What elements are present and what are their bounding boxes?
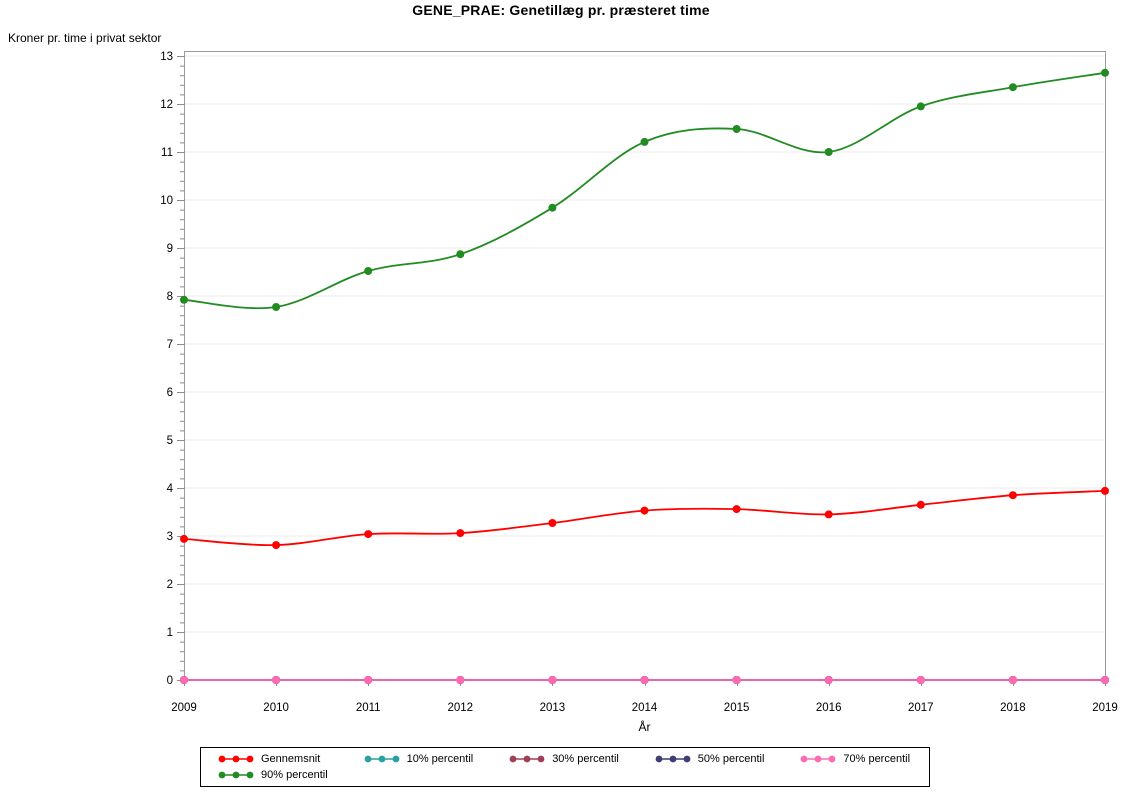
x-tick-label: 2012 bbox=[448, 702, 474, 714]
series-marker-90-percentil bbox=[1008, 83, 1017, 92]
series-marker-70-percentil bbox=[180, 676, 188, 684]
y-tick-label: 6 bbox=[167, 387, 173, 399]
y-tick-label: 9 bbox=[167, 243, 173, 255]
series-marker-70-percentil bbox=[456, 676, 465, 684]
legend-item-gennemsnit: Gennemsnit bbox=[201, 753, 347, 765]
legend-label: 30% percentil bbox=[552, 752, 619, 765]
series-marker-90-percentil bbox=[180, 295, 188, 304]
series-marker-gennemsnit bbox=[364, 530, 373, 539]
legend-item-30-percentil: 30% percentil bbox=[492, 753, 638, 765]
legend-marker-icon bbox=[800, 755, 836, 763]
chart-title: GENE_PRAE: Genetillæg pr. præsteret time bbox=[412, 2, 710, 18]
series-marker-90-percentil bbox=[456, 250, 465, 259]
legend-label: 70% percentil bbox=[843, 752, 911, 765]
legend-row: 90% percentil bbox=[201, 769, 929, 781]
series-marker-70-percentil bbox=[916, 676, 925, 684]
series-marker-90-percentil bbox=[364, 267, 373, 275]
x-tick-label: 2011 bbox=[356, 702, 381, 714]
y-tick-label: 13 bbox=[160, 51, 173, 63]
series-marker-90-percentil bbox=[272, 303, 281, 311]
series-marker-90-percentil bbox=[640, 137, 649, 146]
y-tick-label: 0 bbox=[167, 675, 173, 687]
y-tick-label: 7 bbox=[167, 339, 173, 351]
x-tick-label: 2009 bbox=[171, 702, 197, 714]
x-tick-label: 2010 bbox=[263, 702, 289, 714]
series-marker-70-percentil bbox=[824, 676, 833, 684]
series-marker-90-percentil bbox=[824, 148, 833, 156]
y-tick-label: 5 bbox=[167, 435, 173, 447]
y-tick-label: 11 bbox=[161, 147, 173, 159]
series-marker-90-percentil bbox=[916, 102, 925, 111]
series-marker-90-percentil bbox=[1101, 68, 1109, 77]
series-marker-70-percentil bbox=[548, 676, 557, 684]
series-marker-gennemsnit bbox=[456, 529, 465, 538]
y-tick-label: 1 bbox=[167, 627, 173, 639]
y-tick-label: 8 bbox=[167, 291, 173, 303]
y-tick-label: 3 bbox=[167, 531, 173, 543]
legend-label: Gennemsnit bbox=[261, 752, 321, 765]
legend-item-50-percentil: 50% percentil bbox=[638, 753, 784, 765]
series-marker-gennemsnit bbox=[1101, 486, 1109, 495]
x-tick-label: 2017 bbox=[908, 702, 934, 714]
series-marker-70-percentil bbox=[272, 676, 281, 684]
legend-marker-icon bbox=[218, 755, 254, 763]
series-marker-90-percentil bbox=[732, 125, 741, 133]
x-tick-label: 2013 bbox=[540, 702, 566, 714]
y-axis-title: Kroner pr. time i privat sektor bbox=[8, 31, 162, 45]
legend-item-10-percentil: 10% percentil bbox=[347, 753, 493, 765]
series-marker-70-percentil bbox=[640, 676, 649, 684]
series-marker-gennemsnit bbox=[180, 534, 188, 543]
series-marker-70-percentil bbox=[732, 676, 741, 684]
series-marker-gennemsnit bbox=[916, 500, 925, 509]
series-marker-gennemsnit bbox=[272, 541, 281, 550]
x-tick-label: 2015 bbox=[724, 702, 750, 714]
legend-label: 10% percentil bbox=[406, 752, 474, 765]
legend-item-90-percentil: 90% percentil bbox=[201, 769, 347, 781]
legend-marker-icon bbox=[509, 755, 545, 763]
x-tick-label: 2016 bbox=[816, 702, 842, 714]
series-marker-70-percentil bbox=[364, 676, 373, 684]
legend-item-70-percentil: 70% percentil bbox=[783, 753, 929, 765]
x-axis-title: År bbox=[638, 720, 651, 734]
series-marker-gennemsnit bbox=[732, 505, 741, 514]
legend-label: 90% percentil bbox=[261, 769, 328, 782]
legend-row: Gennemsnit 10% percentil 30% percentil 50% … bbox=[201, 753, 929, 765]
series-marker-gennemsnit bbox=[640, 506, 649, 515]
legend-marker-icon bbox=[218, 771, 254, 779]
legend-box: Gennemsnit 10% percentil 30% percentil 50% … bbox=[200, 747, 930, 787]
y-tick-label: 2 bbox=[167, 579, 173, 591]
series-marker-90-percentil bbox=[548, 203, 557, 212]
series-marker-70-percentil bbox=[1101, 676, 1109, 684]
legend-marker-icon bbox=[655, 755, 691, 763]
series-line-90-percentil bbox=[183, 71, 1106, 310]
y-tick-label: 10 bbox=[160, 195, 173, 207]
series-marker-gennemsnit bbox=[824, 510, 833, 519]
x-tick-label: 2019 bbox=[1092, 702, 1118, 714]
legend-marker-icon bbox=[364, 755, 399, 763]
y-tick-label: 12 bbox=[160, 99, 173, 111]
series-line-gennemsnit bbox=[183, 490, 1106, 547]
series-marker-70-percentil bbox=[1008, 676, 1017, 684]
x-tick-label: 2014 bbox=[632, 702, 658, 714]
series-marker-gennemsnit bbox=[548, 519, 557, 527]
series-marker-gennemsnit bbox=[1008, 491, 1017, 500]
legend-label: 50% percentil bbox=[697, 752, 765, 765]
x-tick-label: 2018 bbox=[1000, 702, 1026, 714]
y-tick-label: 4 bbox=[167, 483, 174, 495]
